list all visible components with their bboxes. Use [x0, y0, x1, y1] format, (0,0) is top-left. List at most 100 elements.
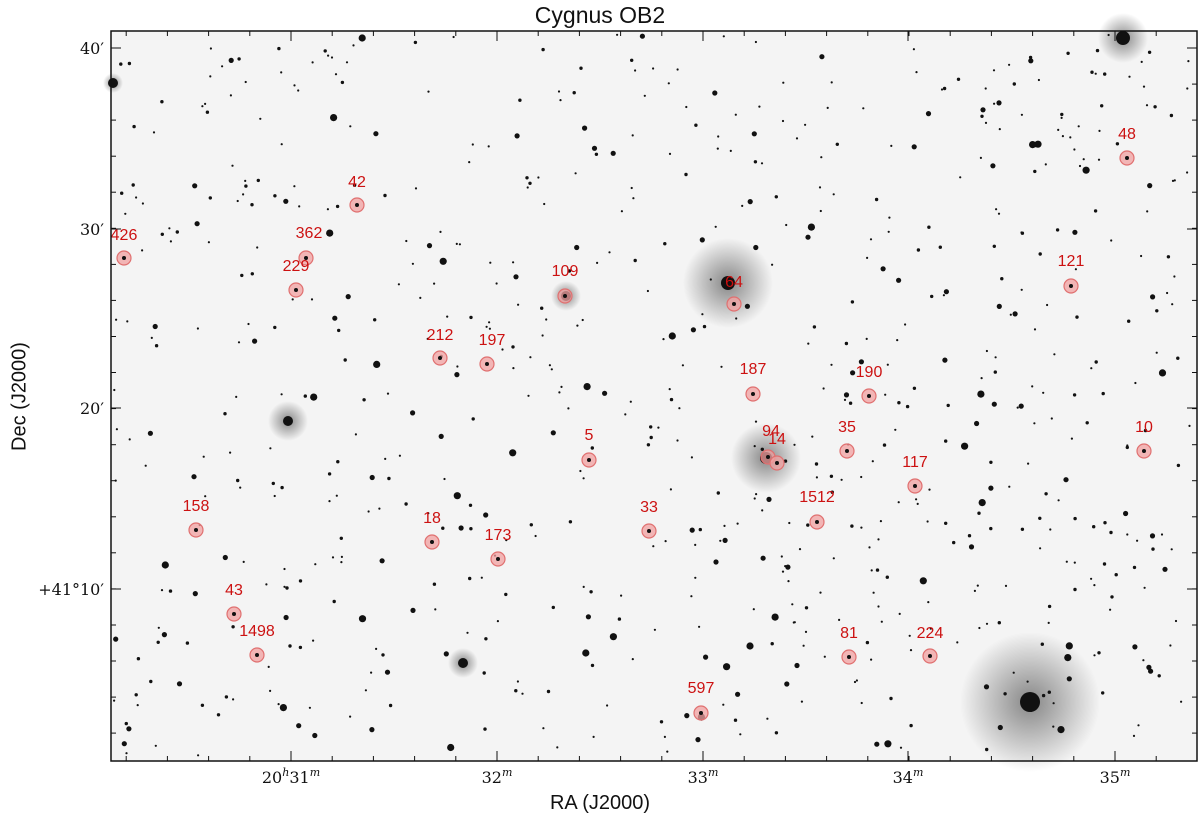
star [702, 324, 707, 329]
star [850, 300, 855, 304]
star [632, 197, 635, 200]
star [959, 176, 962, 179]
star [830, 363, 833, 366]
star [753, 497, 756, 500]
star [1044, 163, 1047, 166]
dec-tick-label: +41°10′ [38, 580, 104, 599]
star [780, 555, 783, 558]
star [1066, 676, 1072, 682]
star [1020, 527, 1025, 531]
star [761, 509, 764, 512]
star [685, 105, 688, 109]
star [534, 534, 537, 538]
star [788, 521, 791, 525]
source-label-224: 224 [917, 625, 944, 642]
star [929, 627, 932, 630]
star [904, 323, 907, 326]
ra-tick-label: 32m [482, 766, 513, 787]
star [297, 89, 300, 92]
star [488, 321, 491, 324]
star [505, 539, 508, 542]
star [1155, 351, 1158, 354]
star [537, 176, 540, 179]
star [550, 430, 556, 436]
star [633, 258, 637, 263]
source-star-229 [294, 288, 298, 292]
source-star-190 [867, 394, 871, 398]
star [314, 563, 317, 566]
star [983, 684, 990, 690]
star [231, 625, 235, 629]
star [528, 181, 532, 185]
star [383, 193, 387, 198]
star [574, 244, 580, 251]
axis-tick-labels: 20h31m 32m 33m 34m 35m 40′ 30′ 20′ +41°10′ [38, 39, 1130, 787]
star [273, 194, 277, 198]
star [709, 278, 712, 281]
source-star-173 [496, 557, 500, 561]
star [915, 498, 918, 501]
star [161, 632, 167, 638]
star [940, 88, 944, 91]
source-label-229: 229 [283, 258, 310, 275]
star [1090, 367, 1093, 370]
star [1077, 125, 1080, 128]
star [774, 731, 779, 735]
star [646, 443, 651, 447]
star [884, 740, 892, 748]
star [1040, 642, 1045, 646]
star [404, 502, 408, 506]
star [113, 699, 116, 702]
star [298, 645, 303, 650]
star [1047, 621, 1050, 625]
source-star-187 [751, 392, 755, 396]
star [169, 240, 172, 243]
star [760, 447, 764, 451]
star [511, 345, 515, 349]
star [427, 90, 430, 93]
star [334, 73, 338, 76]
star [204, 102, 207, 105]
star [664, 540, 667, 543]
star [814, 462, 819, 466]
star [754, 420, 758, 423]
star [996, 100, 1002, 106]
star [766, 717, 769, 720]
star [712, 90, 718, 96]
star [909, 723, 913, 728]
star [1110, 239, 1113, 242]
star [209, 47, 212, 50]
star [280, 71, 283, 74]
star [698, 527, 702, 532]
star [1180, 700, 1183, 703]
star [120, 191, 124, 195]
star [1012, 311, 1018, 317]
star [1128, 75, 1131, 78]
star [1092, 525, 1096, 529]
star [176, 681, 183, 687]
star [753, 160, 758, 164]
source-label-212: 212 [427, 327, 454, 344]
star [736, 522, 739, 525]
star [785, 564, 791, 570]
star [124, 721, 128, 726]
star [634, 69, 637, 72]
star [1186, 87, 1189, 90]
star [1100, 104, 1104, 108]
star [668, 388, 671, 391]
star [925, 111, 932, 117]
star [1041, 693, 1046, 698]
star [794, 662, 800, 669]
star [819, 209, 822, 213]
source-label-190: 190 [856, 364, 883, 381]
star [283, 585, 286, 588]
star [489, 261, 492, 264]
star [716, 491, 720, 495]
dec-tick-label: 20′ [80, 399, 104, 418]
star [156, 640, 160, 644]
star [735, 317, 738, 320]
star [582, 585, 585, 589]
star [850, 370, 856, 376]
star [984, 87, 987, 90]
star [397, 283, 400, 286]
